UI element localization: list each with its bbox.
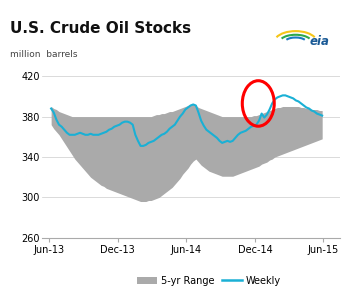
Legend: 5-yr Range, Weekly: 5-yr Range, Weekly (133, 272, 284, 290)
Text: U.S. Crude Oil Stocks: U.S. Crude Oil Stocks (10, 21, 191, 36)
Text: million  barrels: million barrels (10, 50, 77, 59)
Text: eia: eia (309, 35, 329, 48)
